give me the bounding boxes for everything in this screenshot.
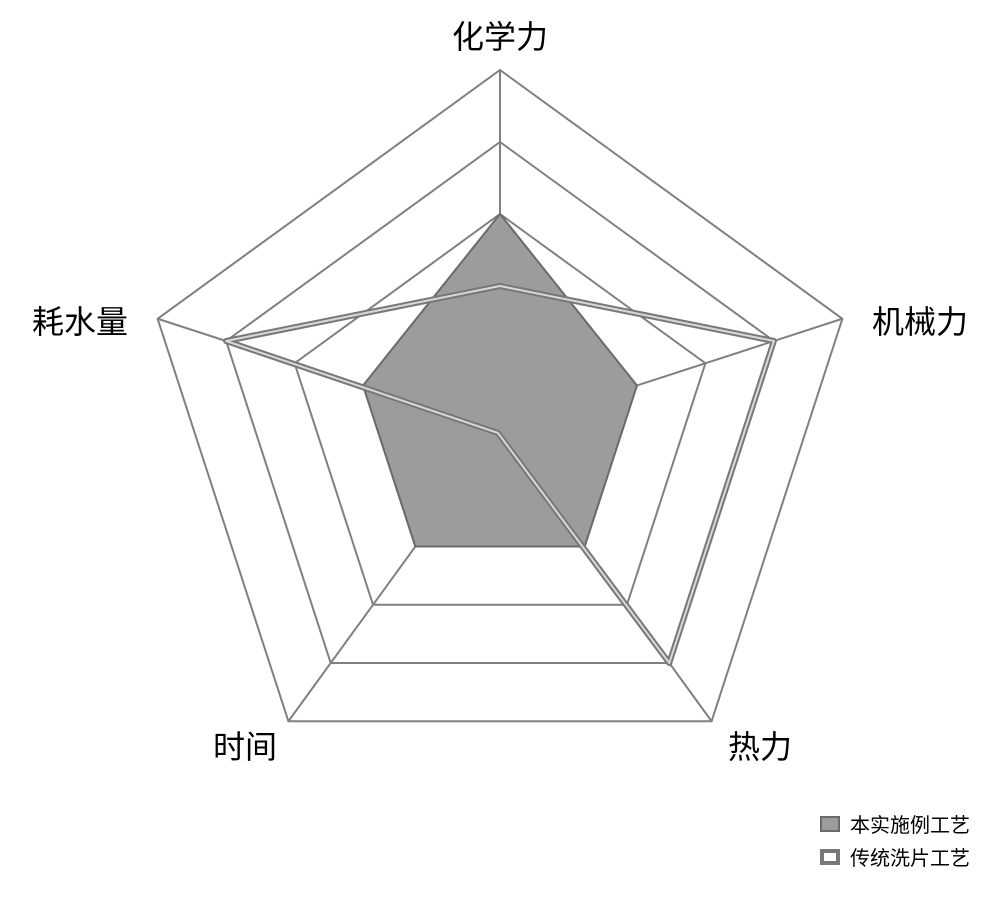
legend-item-a: 本实施例工艺 [820, 809, 970, 838]
radar-svg [0, 0, 1000, 905]
radar-chart: 化学力 机械力 热力 时间 耗水量 本实施例工艺 传统洗片工艺 [0, 0, 1000, 905]
legend-label-a: 本实施例工艺 [850, 809, 970, 838]
axis-label-mechanical: 机械力 [872, 297, 968, 343]
axis-label-heat: 热力 [728, 722, 792, 768]
legend-swatch-b [820, 849, 840, 865]
legend-item-b: 传统洗片工艺 [820, 842, 970, 871]
legend-swatch-a [820, 816, 840, 832]
legend: 本实施例工艺 传统洗片工艺 [820, 805, 970, 875]
axis-label-water: 耗水量 [32, 297, 128, 343]
axis-label-time: 时间 [213, 722, 277, 768]
axis-label-chemical: 化学力 [452, 12, 548, 58]
legend-label-b: 传统洗片工艺 [850, 842, 970, 871]
